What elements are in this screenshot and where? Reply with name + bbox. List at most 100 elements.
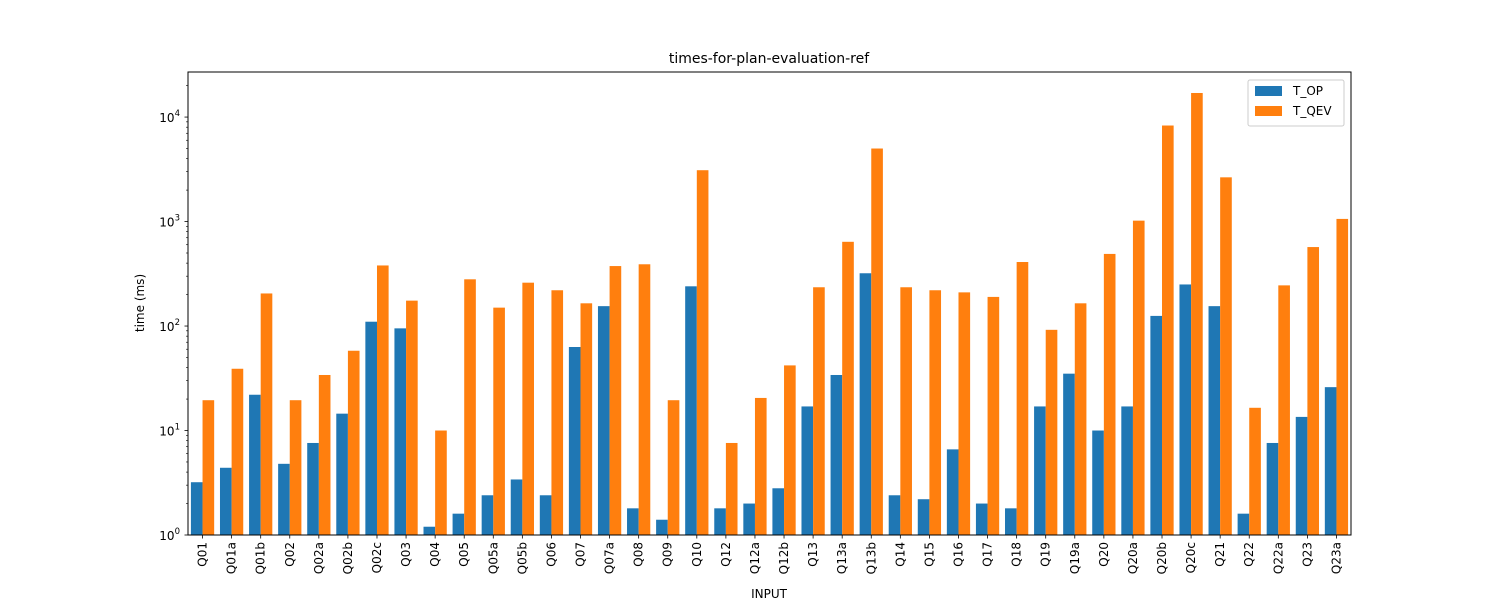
bar-t-op-q15 (917, 499, 930, 535)
legend-label-t-qev: T_QEV (1292, 104, 1332, 118)
x-tick-label: Q02a (312, 542, 326, 574)
bar-t-op-q12 (714, 508, 726, 535)
bar-t-qev-q23a (1336, 218, 1349, 535)
x-tick-label: Q18 (1010, 542, 1024, 567)
bar-t-qev-q02a (318, 374, 331, 535)
bar-t-qev-q23 (1307, 247, 1320, 535)
bar-t-op-q17 (975, 503, 988, 535)
bar-t-op-q22 (1237, 513, 1250, 535)
x-tick-label: Q02c (370, 542, 384, 573)
bar-t-op-q14 (888, 495, 901, 535)
bar-t-op-q18 (1005, 508, 1017, 535)
legend: T_OP T_QEV (1247, 79, 1345, 127)
bar-t-op-q13b (859, 273, 872, 535)
bar-t-op-q10 (685, 286, 697, 535)
bar-t-qev-q20a (1132, 220, 1145, 535)
bar-t-op-q21 (1208, 306, 1221, 535)
bar-t-qev-q19a (1074, 303, 1087, 535)
bar-t-op-q07a (597, 306, 610, 535)
x-tick-label: Q01a (225, 542, 239, 574)
bar-t-qev-q06 (551, 290, 564, 535)
x-tick-label: Q23a (1329, 542, 1343, 574)
bar-t-op-q05 (452, 513, 465, 535)
bar-t-qev-q14 (900, 287, 912, 535)
bar-t-op-q20a (1121, 406, 1133, 535)
bar-t-qev-q13a (842, 241, 854, 536)
x-tick-label: Q21 (1213, 542, 1227, 567)
y-tick-label: 102 (159, 318, 180, 334)
x-tick-label: Q08 (632, 542, 646, 567)
legend-swatch-t-qev (1255, 106, 1282, 116)
bar-t-op-q23a (1324, 387, 1337, 535)
bar-t-op-q19a (1063, 373, 1075, 535)
x-tick-label: Q12 (719, 542, 733, 567)
bar-t-qev-q17 (987, 296, 1000, 535)
bar-t-op-q23 (1295, 416, 1308, 535)
bar-t-qev-q02c (376, 265, 389, 535)
bar-t-qev-q02b (347, 350, 360, 535)
bar-t-qev-q21 (1220, 177, 1232, 535)
x-tick-label: Q16 (951, 542, 965, 567)
x-tick-label: Q20 (1097, 542, 1111, 567)
bar-t-op-q05b (510, 479, 523, 535)
bar-t-op-q01b (249, 394, 261, 535)
x-tick-label: Q07a (603, 542, 617, 574)
bar-t-qev-q01b (260, 293, 273, 535)
bar-t-qev-q13b (871, 148, 883, 535)
legend-label-t-op: T_OP (1292, 84, 1323, 98)
x-tick-label: Q06 (544, 542, 558, 567)
bar-t-op-q06 (539, 495, 552, 535)
x-tick-label: Q02b (341, 542, 355, 574)
plot-frame (187, 71, 1352, 536)
bar-t-qev-q05 (464, 279, 476, 535)
x-tick-label: Q01b (254, 542, 268, 574)
legend-swatch-t-op (1255, 86, 1282, 96)
bar-t-op-q02 (278, 463, 290, 535)
bar-t-qev-q20c (1191, 92, 1203, 536)
bar-t-op-q12a (743, 503, 755, 535)
x-tick-label: Q20b (1155, 542, 1169, 574)
x-tick-label: Q19a (1068, 542, 1082, 574)
bar-t-op-q13a (830, 374, 843, 535)
bar-t-op-q02b (336, 413, 348, 535)
x-tick-label: Q10 (690, 542, 704, 567)
y-axis-ticks: 100 101 102 103 104 (159, 85, 188, 543)
bar-t-op-q02c (365, 321, 377, 535)
x-tick-label: Q15 (922, 542, 936, 567)
bar-t-op-q16 (946, 449, 959, 535)
bar-t-op-q05a (481, 495, 494, 535)
x-axis-ticks: Q01 Q01a Q01b Q02 Q02a Q02b Q02c Q03 Q04 Q05 Q05a Q… (196, 535, 1343, 574)
bar-t-op-q04 (423, 526, 436, 535)
x-tick-label: Q01 (196, 542, 210, 567)
x-axis-label: INPUT (751, 587, 788, 600)
bar-t-op-q01a (219, 467, 232, 535)
bar-t-qev-q12b (784, 365, 796, 535)
bar-t-op-q09 (656, 519, 668, 535)
bar-t-op-q08 (627, 508, 639, 535)
y-axis-label: time (ms) (133, 274, 147, 332)
x-tick-label: Q12a (748, 542, 762, 574)
y-tick-label: 104 (159, 109, 180, 125)
bar-t-qev-q02 (289, 400, 302, 535)
bar-t-op-q20 (1092, 430, 1104, 535)
bar-t-qev-q12 (725, 442, 738, 535)
x-tick-label: Q03 (399, 542, 413, 567)
bar-t-op-q03 (394, 328, 407, 535)
x-tick-label: Q04 (428, 542, 442, 567)
bar-t-qev-q07 (580, 303, 593, 535)
bar-t-qev-q08 (638, 264, 651, 535)
bar-t-qev-q22 (1249, 407, 1261, 535)
bar-t-qev-q05b (522, 282, 534, 535)
x-tick-label: Q23 (1300, 542, 1314, 567)
bar-t-qev-q20b (1162, 125, 1174, 536)
x-tick-label: Q20a (1126, 542, 1140, 574)
x-tick-label: Q22 (1242, 542, 1256, 567)
x-tick-label: Q13a (835, 542, 849, 574)
bar-t-qev-q05a (493, 307, 505, 535)
bar-t-qev-q22a (1278, 285, 1290, 535)
bar-t-qev-q13 (813, 287, 825, 535)
bar-t-op-q02a (307, 442, 319, 535)
bars-layer (190, 92, 1349, 536)
bar-t-op-q20c (1179, 284, 1192, 535)
